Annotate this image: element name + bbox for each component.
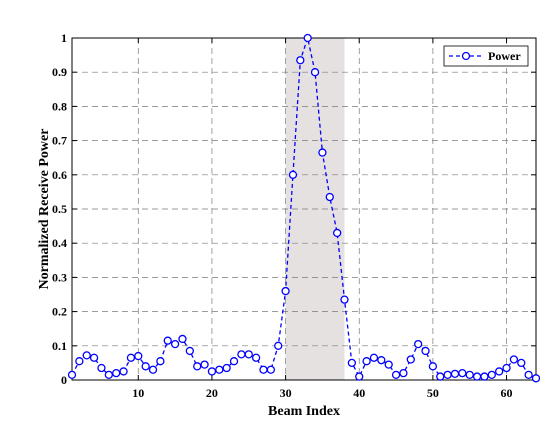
data-point (170, 339, 180, 349)
data-point (185, 346, 194, 356)
legend-box (443, 45, 529, 67)
data-point (531, 374, 540, 383)
data-point (134, 351, 143, 361)
data-point (428, 362, 438, 371)
data-point (148, 365, 158, 374)
data-point (480, 372, 489, 381)
data-point (465, 370, 474, 380)
data-point (104, 370, 113, 380)
grid-lines (72, 38, 536, 380)
data-point (237, 350, 246, 359)
x-tick-label: 60 (501, 386, 513, 400)
y-tick-labels: 0 0.1 0.2 0.3 0.4 0.5 0.6 0.7 0.8 0.9 1 (52, 31, 67, 387)
data-point (89, 353, 99, 362)
data-point (244, 350, 253, 359)
x-axis-title: Beam Index (268, 404, 340, 419)
data-point (67, 370, 77, 380)
data-point (266, 365, 276, 374)
y-tick-label: 0.2 (52, 305, 67, 319)
y-axis-title: Normalized Receive Power (37, 129, 52, 290)
data-point (458, 369, 467, 378)
x-tick-label: 20 (206, 386, 218, 400)
data-point (362, 357, 371, 366)
x-tick-label: 50 (427, 386, 439, 400)
y-tick-label: 0 (61, 373, 67, 387)
data-point (82, 351, 91, 360)
data-point (436, 372, 445, 381)
y-tick-label: 0.7 (52, 134, 67, 148)
y-tick-label: 1 (61, 31, 67, 45)
legend: Power (443, 45, 529, 67)
series-markers-power (67, 33, 540, 383)
data-point (303, 33, 312, 43)
x-tick-label: 10 (132, 386, 144, 400)
data-point (251, 353, 261, 362)
data-point (347, 358, 357, 368)
data-point (318, 148, 327, 157)
data-point (472, 372, 482, 381)
data-point (281, 286, 290, 296)
data-point (406, 355, 415, 364)
data-point (141, 362, 150, 371)
data-point (310, 68, 320, 77)
data-point (325, 192, 334, 202)
y-tick-label: 0.3 (52, 270, 67, 284)
data-point (414, 339, 423, 349)
data-point (524, 370, 533, 380)
data-point (369, 353, 379, 362)
x-tick-labels: 10 20 30 40 50 60 (132, 386, 512, 400)
data-point (193, 362, 202, 371)
data-point (340, 295, 349, 304)
data-point (443, 370, 452, 380)
data-point (112, 369, 121, 378)
data-point (119, 367, 128, 376)
data-point (156, 357, 165, 366)
axis-ticks (72, 37, 536, 381)
y-tick-label: 0.9 (52, 65, 67, 79)
data-point (517, 358, 526, 368)
data-point (391, 370, 401, 380)
data-point (332, 228, 342, 238)
data-point (450, 369, 460, 378)
data-point (215, 365, 224, 374)
data-point (509, 355, 519, 364)
x-tick-label: 40 (353, 386, 365, 400)
data-point (259, 365, 268, 374)
data-point (399, 369, 408, 378)
data-point (296, 56, 305, 65)
data-point (222, 363, 231, 373)
data-point (97, 363, 106, 373)
legend-label-power: Power (488, 49, 521, 63)
data-point (178, 334, 187, 344)
data-point (421, 346, 430, 356)
data-point (274, 341, 283, 350)
y-tick-label: 0.1 (52, 339, 67, 353)
legend-marker-power (461, 51, 471, 61)
x-tick-label: 30 (280, 386, 292, 400)
data-point (495, 367, 504, 376)
data-point (163, 336, 172, 345)
y-tick-label: 0.6 (52, 168, 67, 182)
data-point (126, 353, 136, 362)
data-point (502, 363, 511, 373)
data-point (229, 357, 239, 366)
data-point (207, 367, 217, 376)
y-tick-label: 0.8 (52, 99, 67, 113)
data-point (288, 170, 298, 179)
data-point (355, 372, 364, 381)
data-point (200, 360, 209, 369)
data-point (377, 356, 386, 365)
y-tick-label: 0.4 (52, 236, 67, 250)
y-tick-label: 0.5 (52, 202, 67, 216)
data-point (384, 360, 393, 369)
data-point (487, 370, 496, 380)
data-point (75, 357, 84, 366)
